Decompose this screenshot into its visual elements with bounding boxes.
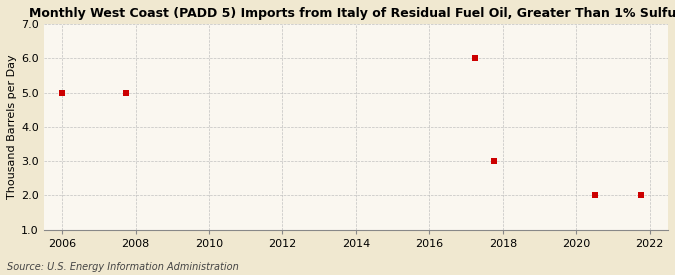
Point (57, 90, 68, 95)
Point (589, 193, 600, 198)
Point (635, 193, 646, 198)
Point (121, 90, 132, 95)
Y-axis label: Thousand Barrels per Day: Thousand Barrels per Day (7, 54, 17, 199)
Point (470, 56, 481, 60)
Point (488, 159, 499, 163)
Text: Source: U.S. Energy Information Administration: Source: U.S. Energy Information Administ… (7, 262, 238, 272)
Title: Monthly West Coast (PADD 5) Imports from Italy of Residual Fuel Oil, Greater Tha: Monthly West Coast (PADD 5) Imports from… (29, 7, 675, 20)
